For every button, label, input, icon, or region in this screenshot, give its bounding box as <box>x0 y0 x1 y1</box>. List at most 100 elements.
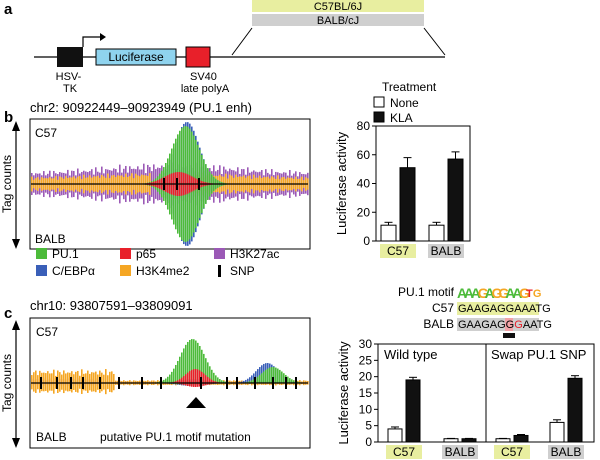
bar-none-c57 <box>380 224 397 242</box>
category-label: BALB <box>445 445 476 459</box>
category-label: BALB <box>551 445 582 459</box>
category-label: C57 <box>501 445 523 459</box>
panel-label-b: b <box>4 109 13 126</box>
motif-logo-letter: G <box>519 285 530 301</box>
motif-logo-letter: A <box>505 285 515 301</box>
bar-kla-c57 <box>405 379 421 443</box>
polya-box <box>185 46 211 68</box>
bar-none-c57 <box>495 438 511 443</box>
track-c-ylabel: Tag counts <box>0 354 14 412</box>
legend-swatch-3 <box>36 265 47 276</box>
track-c-region: chr10: 93807591–93809091 <box>30 298 193 313</box>
y-tick-label: 40 <box>357 177 371 191</box>
y-tick-label: 0 <box>363 234 370 248</box>
motif-logo-letter: A <box>457 285 467 301</box>
motif-logo-letter: A <box>485 285 495 301</box>
category-bg <box>386 445 422 459</box>
track-b-arrow-down-icon <box>12 239 20 249</box>
motif-title: PU.1 motif <box>398 285 455 299</box>
c57-strain-bar <box>252 0 424 12</box>
motif-logo-letter: G <box>478 285 489 301</box>
track-c-arrow-down-icon <box>12 438 20 448</box>
legend-kla-swatch <box>373 111 385 123</box>
motif-logo-letter: A <box>464 285 474 301</box>
insert-line-left <box>231 27 253 56</box>
polya-label: SV40 late polyA <box>181 71 230 95</box>
track-c-bottom-strain: BALB <box>36 430 67 444</box>
y-tick-label: 20 <box>359 370 373 384</box>
legend-label-1: p65 <box>136 247 156 261</box>
bar-none-balb <box>549 421 565 443</box>
legend-swatch-1 <box>120 248 131 259</box>
bar-kla-c57 <box>513 434 529 443</box>
track-b-region: chr2: 90922449–90923949 (PU.1 enh) <box>30 100 252 115</box>
y-tick-label: 10 <box>359 402 373 416</box>
track-c-signal <box>31 339 309 395</box>
motif-snp-highlight <box>505 318 513 331</box>
treatment-legend-title: Treatment <box>382 80 437 94</box>
motif-logo-letter: A <box>471 285 481 301</box>
tss-arrowhead-icon <box>100 33 106 41</box>
motif-balb-bg <box>457 318 539 331</box>
track-b-signal <box>31 122 309 246</box>
y-axis-label: Luciferase activity <box>336 341 351 445</box>
strain-balb-label: BALB/cJ <box>317 15 359 27</box>
legend-kla-label: KLA <box>390 111 413 125</box>
bar-none-balb <box>443 438 459 443</box>
y-tick-label: 80 <box>357 119 371 133</box>
motif-balb-snp: G <box>514 319 523 331</box>
luciferase-chart-c: Wild type Swap PU.1 SNP 0 5 10 15 20 25 30 C57 BAL… <box>336 337 595 459</box>
motif-balb-seq-pre: GAAGAGG <box>458 319 514 331</box>
track-b-arrow-up-icon <box>12 121 20 131</box>
legend-label-0: PU.1 <box>52 247 79 261</box>
motif-balb-seq: GAAGAGGGAATG <box>458 319 552 331</box>
y-axis-label: Luciferase activity <box>334 131 349 235</box>
y-tick-label: 5 <box>365 419 372 433</box>
motif-logo-letter: G <box>498 285 509 301</box>
motif-logo-letter: T <box>526 288 533 300</box>
motif-c57-label: C57 <box>432 301 454 315</box>
legend-label-3: C/EBPα <box>52 264 95 278</box>
bar-kla-c57 <box>399 167 416 242</box>
track-c-frame <box>29 317 311 449</box>
tss-arrow-icon <box>82 36 100 47</box>
track-b-top-strain: C57 <box>35 126 57 140</box>
legend-none-swatch <box>373 96 385 108</box>
category-bg <box>548 445 584 459</box>
luciferase-chart-b: 0 20 40 60 80 C57 BALB Luciferase activity <box>334 119 471 258</box>
category-bg <box>428 244 464 258</box>
legend-swatch-4 <box>120 265 131 276</box>
motif-balb-seq-post: AATG <box>523 319 552 331</box>
y-tick-label: 30 <box>359 337 373 351</box>
legend-label-2: H3K27ac <box>230 247 279 261</box>
track-c-top-strain: C57 <box>36 325 58 339</box>
mutation-marker-icon <box>186 397 206 408</box>
panel-label-a: a <box>4 1 13 18</box>
motif-logo-letter: A <box>512 285 522 301</box>
track-b-ylabel: Tag counts <box>0 155 14 213</box>
promoter-box <box>57 47 83 67</box>
legend-label-4: H3K4me2 <box>136 264 190 278</box>
facet-title: Wild type <box>384 347 437 362</box>
category-label: BALB <box>431 244 462 258</box>
bar-kla-balb <box>447 158 464 242</box>
promoter-label: HSV- TK <box>56 71 85 95</box>
category-label: C57 <box>387 244 409 258</box>
motif-c57-seq: GAAGAGGAAATG <box>458 303 551 315</box>
facet-title: Swap PU.1 SNP <box>491 347 586 362</box>
strain-c57-label: C57BL/6J <box>314 1 362 13</box>
track-legend: PU.1 p65 H3K27ac C/EBPα H3K4me2 SNP <box>36 247 279 278</box>
motif-balb-label: BALB <box>423 317 454 331</box>
category-bg <box>494 445 530 459</box>
legend-swatch-2 <box>214 248 225 259</box>
mutation-annotation: putative PU.1 motif mutation <box>100 430 251 444</box>
insert-line-right <box>423 27 446 56</box>
category-label: C57 <box>393 445 415 459</box>
bar-none-balb <box>428 224 445 242</box>
legend-swatch-snp <box>218 265 221 277</box>
y-tick-label: 20 <box>357 205 371 219</box>
legend-label-5: SNP <box>230 264 255 278</box>
bar-none-c57 <box>387 428 403 443</box>
